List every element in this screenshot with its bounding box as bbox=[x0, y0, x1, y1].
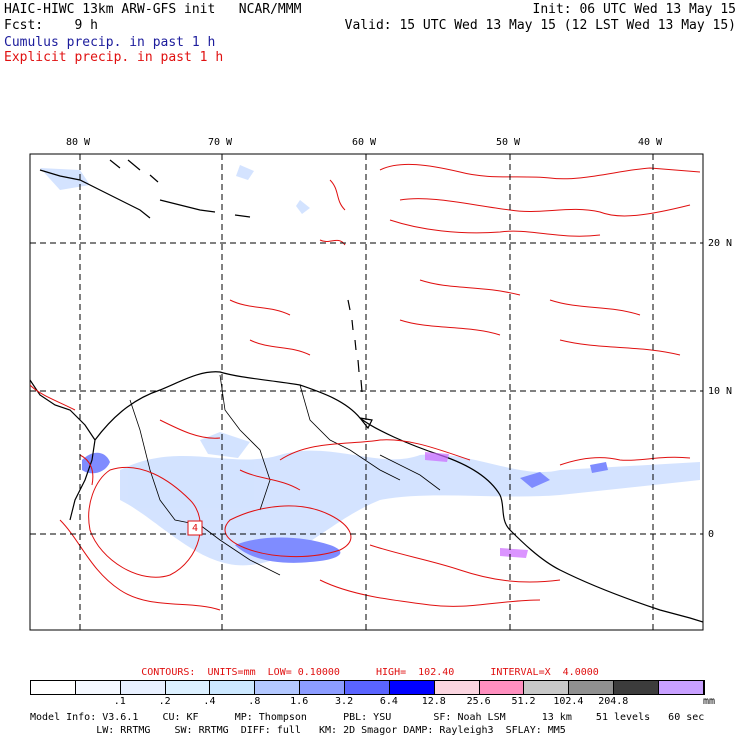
explicit-legend: Explicit precip. in past 1 h bbox=[4, 50, 224, 65]
country-borders bbox=[129, 374, 441, 576]
scale-color-cell bbox=[434, 681, 480, 694]
model-info-line2: LW: RRTMG SW: RRTMG DIFF: full KM: 2D Sm… bbox=[30, 725, 566, 736]
scale-color-cell bbox=[659, 681, 704, 694]
lat-label-20n: 20 N bbox=[708, 238, 733, 249]
coast-pacific-colombia bbox=[69, 439, 96, 521]
cumulus-legend: Cumulus precip. in past 1 h bbox=[4, 35, 216, 50]
lon-label-50w: 50 W bbox=[496, 137, 521, 148]
map-frame bbox=[29, 153, 704, 631]
lon-label-80w: 80 W bbox=[66, 137, 91, 148]
scale-color-cell bbox=[345, 681, 390, 694]
coast-lesser-antilles bbox=[347, 299, 363, 393]
scale-color-cell bbox=[524, 681, 570, 694]
coast-bahamas bbox=[109, 159, 159, 183]
scale-tick-label: 51.2 bbox=[511, 696, 536, 707]
scale-tick-label: 12.8 bbox=[421, 696, 446, 707]
contour-info: CONTOURS: UNITS=mm LOW= 0.10000 HIGH= 10… bbox=[141, 667, 599, 678]
scale-tick-label: 6.4 bbox=[379, 696, 398, 707]
scale-tick-label: .8 bbox=[248, 696, 261, 707]
lat-label-0: 0 bbox=[708, 529, 715, 540]
highlight-precip bbox=[425, 452, 528, 558]
coast-cuba bbox=[39, 169, 151, 219]
scale-color-cell bbox=[479, 681, 525, 694]
explicit-precip-contours bbox=[30, 163, 701, 611]
model-title: HAIC-HIWC 13km ARW-GFS init NCAR/MMM bbox=[4, 2, 302, 17]
scale-color-cell bbox=[75, 681, 121, 694]
cumulus-core-amazon bbox=[235, 537, 341, 563]
coastlines bbox=[30, 159, 703, 623]
scale-tick-label: .4 bbox=[203, 696, 216, 707]
lon-label-40w: 40 W bbox=[638, 137, 663, 148]
contour-amazon-core bbox=[224, 505, 352, 557]
contour-atlantic-north bbox=[379, 163, 701, 180]
scale-color-cell bbox=[210, 681, 256, 694]
lon-label-60w: 60 W bbox=[352, 137, 377, 148]
coast-central-america bbox=[30, 379, 96, 441]
scale-tick-label: 204.8 bbox=[598, 696, 629, 707]
lon-label-70w: 70 W bbox=[208, 137, 233, 148]
scale-tick-label: 3.2 bbox=[335, 696, 354, 707]
scale-tick-label: 1.6 bbox=[290, 696, 309, 707]
scale-color-cell bbox=[31, 681, 76, 694]
model-info-line1: Model Info: V3.6.1 CU: KF MP: Thompson P… bbox=[30, 712, 705, 723]
scale-tick-label: .1 bbox=[113, 696, 126, 707]
scale-tick-label: .2 bbox=[158, 696, 171, 707]
forecast-hour: Fcst: 9 h bbox=[4, 18, 98, 33]
scale-color-cell bbox=[614, 681, 660, 694]
scale-tick-label: 25.6 bbox=[466, 696, 491, 707]
scale-color-cell bbox=[165, 681, 211, 694]
cumulus-band-central bbox=[120, 450, 700, 566]
scale-color-cell bbox=[255, 681, 301, 694]
scale-tick-label: 102.4 bbox=[553, 696, 584, 707]
init-time: Init: 06 UTC Wed 13 May 15 bbox=[532, 2, 737, 17]
coast-hispaniola bbox=[159, 199, 216, 213]
scale-color-cell bbox=[300, 681, 346, 694]
box-label: 4 bbox=[192, 523, 199, 534]
valid-time: Valid: 15 UTC Wed 13 May 15 (12 LST Wed … bbox=[344, 18, 736, 33]
scale-color-cell bbox=[120, 681, 166, 694]
scale-color-cell bbox=[389, 681, 435, 694]
label-box bbox=[187, 520, 203, 536]
color-scale bbox=[30, 680, 705, 695]
scale-color-cell bbox=[569, 681, 615, 694]
lat-label-10n: 10 N bbox=[708, 386, 733, 397]
coast-puerto-rico bbox=[234, 214, 251, 218]
coast-south-america bbox=[94, 371, 703, 623]
scale-unit: mm bbox=[703, 696, 716, 707]
lat-lon-grid bbox=[30, 154, 703, 630]
